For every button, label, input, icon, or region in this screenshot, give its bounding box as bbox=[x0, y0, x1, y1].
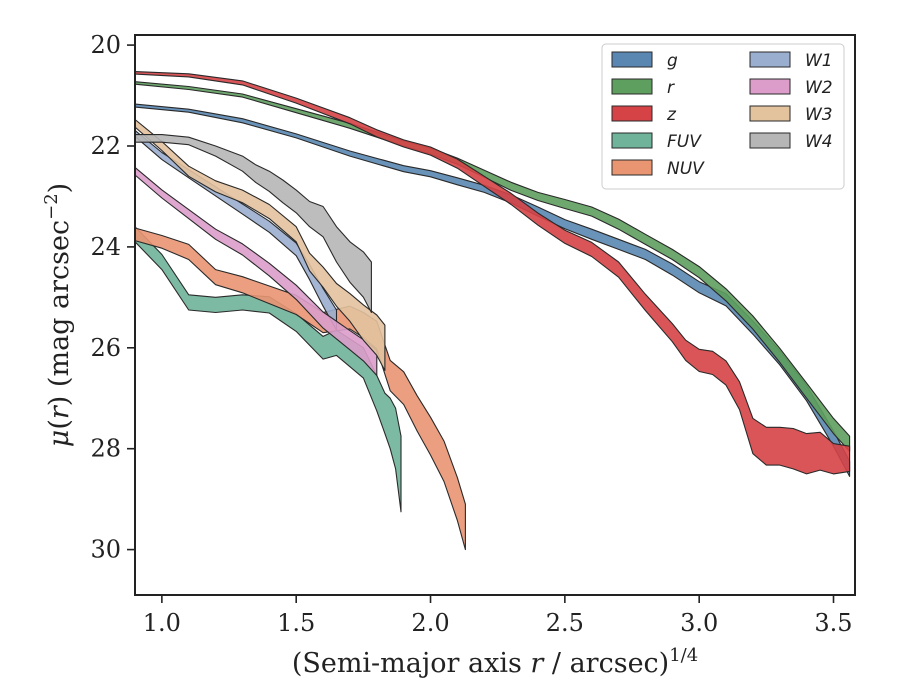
y-tick-label: 24 bbox=[90, 233, 121, 261]
band-w4 bbox=[134, 134, 372, 314]
profile-bands bbox=[134, 71, 851, 551]
legend-swatch-w2 bbox=[749, 78, 791, 95]
legend-label-fuv: FUV bbox=[667, 132, 702, 152]
y-tick-label: 28 bbox=[90, 435, 121, 463]
legend-label-z: z bbox=[666, 105, 677, 125]
x-axis-label: (Semi-major axis r / arcsec)1/4 bbox=[292, 645, 698, 679]
x-tick-label: 3.0 bbox=[680, 609, 718, 637]
legend-label-w3: W3 bbox=[805, 105, 833, 125]
legend-label-w1: W1 bbox=[805, 51, 833, 71]
band-g bbox=[134, 103, 851, 477]
y-tick-label: 22 bbox=[90, 132, 121, 160]
legend-swatch-z bbox=[611, 105, 653, 122]
legend-label-w4: W4 bbox=[805, 132, 833, 152]
legend-label-g: g bbox=[667, 51, 678, 71]
y-tick-label: 26 bbox=[90, 334, 121, 362]
legend-label-r: r bbox=[667, 78, 675, 98]
legend-swatch-w1 bbox=[749, 51, 791, 68]
x-tick-label: 2.0 bbox=[411, 609, 449, 637]
legend-label-w2: W2 bbox=[805, 78, 833, 98]
legend-swatch-g bbox=[611, 51, 653, 68]
band-w3 bbox=[134, 118, 386, 372]
x-tick-label: 2.5 bbox=[546, 609, 584, 637]
y-tick-label: 20 bbox=[90, 31, 121, 59]
band-w2 bbox=[134, 166, 378, 377]
legend-swatch-w3 bbox=[749, 105, 791, 122]
y-tick-label: 30 bbox=[90, 536, 121, 564]
y-axis-label: μ(r) (mag arcsec−2) bbox=[41, 183, 75, 447]
x-axis-ticks: 1.0 1.5 2.0 2.5 3.0 3.5 bbox=[143, 595, 853, 637]
y-axis-ticks: 20 22 24 26 28 30 bbox=[90, 31, 135, 564]
legend-swatch-w4 bbox=[749, 132, 791, 149]
legend-label-nuv: NUV bbox=[667, 159, 705, 179]
x-tick-label: 3.5 bbox=[814, 609, 852, 637]
x-tick-label: 1.0 bbox=[143, 609, 181, 637]
legend-swatch-nuv bbox=[611, 159, 653, 176]
legend-swatch-fuv bbox=[611, 132, 653, 149]
legend-swatch-r bbox=[611, 78, 653, 95]
x-tick-label: 1.5 bbox=[277, 609, 315, 637]
band-z bbox=[134, 71, 851, 475]
legend: grz FUV NUV W1 W2 W3 W4 bbox=[601, 43, 845, 190]
plot-frame bbox=[134, 34, 856, 596]
